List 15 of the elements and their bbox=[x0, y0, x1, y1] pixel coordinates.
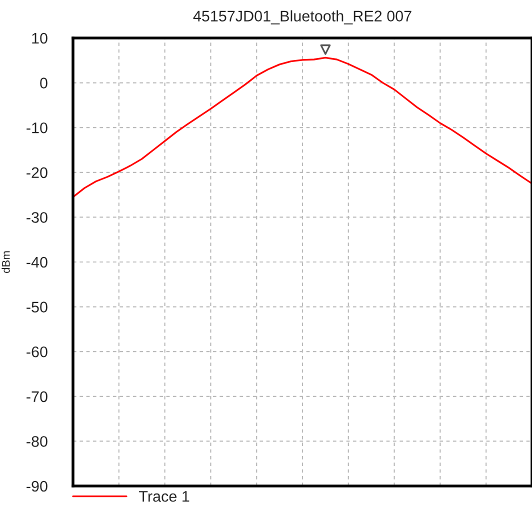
y-tick-label: 10 bbox=[32, 32, 48, 44]
y-tick-label: -20 bbox=[26, 167, 48, 178]
y-tick-label: -40 bbox=[26, 256, 48, 268]
line-series bbox=[73, 56, 532, 198]
y-tick-label: -10 bbox=[26, 122, 48, 134]
y-tick-label: -60 bbox=[26, 346, 48, 358]
y-tick-label: -80 bbox=[26, 436, 48, 447]
y-tick-label: -30 bbox=[26, 212, 48, 223]
y-axis-title: dBm bbox=[2, 251, 10, 273]
y-tick-label: -70 bbox=[26, 391, 48, 402]
y-tick-label: 0 bbox=[40, 78, 48, 88]
y-tick-label: -90 bbox=[26, 480, 48, 492]
y-tick-label: -50 bbox=[26, 302, 48, 312]
chart-title: 45157JD01_Bluetooth_RE2 007 bbox=[193, 10, 412, 24]
legend-label: Trace 1 bbox=[139, 491, 190, 502]
